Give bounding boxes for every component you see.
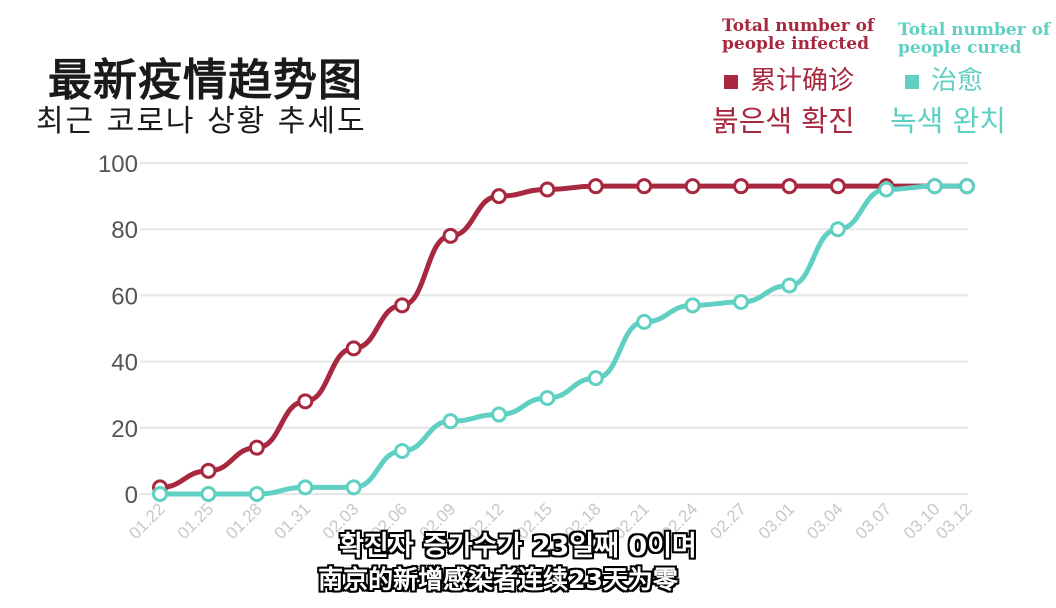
legend-infected-cn: 累计确诊 [724,60,854,97]
data-point-series-1 [200,486,217,502]
y-tick-label: 100 [98,151,138,178]
data-point-series-0 [345,340,362,357]
cured-swatch-icon [905,74,919,89]
data-point-series-0 [733,178,750,195]
data-point-series-1 [394,442,411,459]
infected-swatch-icon [724,74,738,89]
data-point-series-1 [248,486,265,502]
data-point-series-1 [539,390,556,407]
data-point-series-0 [442,227,459,244]
data-point-series-1 [959,178,975,195]
legend-infected-cn-label: 累计确诊 [750,66,855,96]
data-point-series-0 [248,439,265,456]
data-point-series-0 [684,178,701,195]
data-point-series-1 [733,294,750,311]
legend-cured-cn: 治愈 [905,60,983,97]
chart-title: 最新疫情趋势图 [48,55,363,106]
data-point-series-1 [442,413,459,430]
data-point-series-1 [152,486,168,502]
data-point-series-1 [926,178,943,195]
y-tick-label: 40 [111,350,138,377]
data-point-series-1 [345,479,362,496]
legend-infected-label: Total number of people infected [722,16,875,54]
data-point-series-0 [636,178,653,195]
legend-cured-cn-label: 治愈 [931,66,984,96]
data-point-series-1 [297,479,314,496]
subtitle-caption-chinese: 南京的新增感染者连续23天为零 [318,565,678,594]
legend-cured: Total number of people cured [898,21,1053,57]
data-point-series-1 [781,277,798,294]
data-point-series-0 [297,393,314,410]
data-point-series-1 [490,406,507,423]
data-point-series-0 [587,178,604,195]
data-point-series-1 [684,297,701,314]
data-point-series-0 [394,297,411,314]
data-point-series-1 [878,181,895,198]
y-tick-label: 60 [111,283,138,310]
legend-infected: Total number of people infected [722,17,882,53]
data-point-series-0 [200,462,217,479]
data-point-series-0 [539,181,556,198]
y-tick-label: 80 [111,217,138,244]
data-point-series-1 [587,370,604,387]
legend-cured-kr: 녹색 완치 [890,104,1006,138]
data-point-series-0 [829,178,846,195]
data-point-series-1 [829,221,846,238]
data-point-series-0 [781,178,798,195]
y-tick-label: 0 [125,482,138,509]
y-tick-label: 20 [111,416,138,443]
subtitle-caption-korean: 확진자 증가수가 23일째 0이며 [339,531,697,562]
legend-cured-label: Total number of people cured [898,20,1051,58]
series-line-1 [160,183,967,497]
chart-subtitle: 최근 코로나 상황 추세도 [36,104,367,139]
series-line-0 [159,183,967,490]
legend-infected-kr: 붉은색 확진 [712,104,855,138]
data-point-series-1 [636,313,653,330]
data-point-series-0 [490,188,507,205]
